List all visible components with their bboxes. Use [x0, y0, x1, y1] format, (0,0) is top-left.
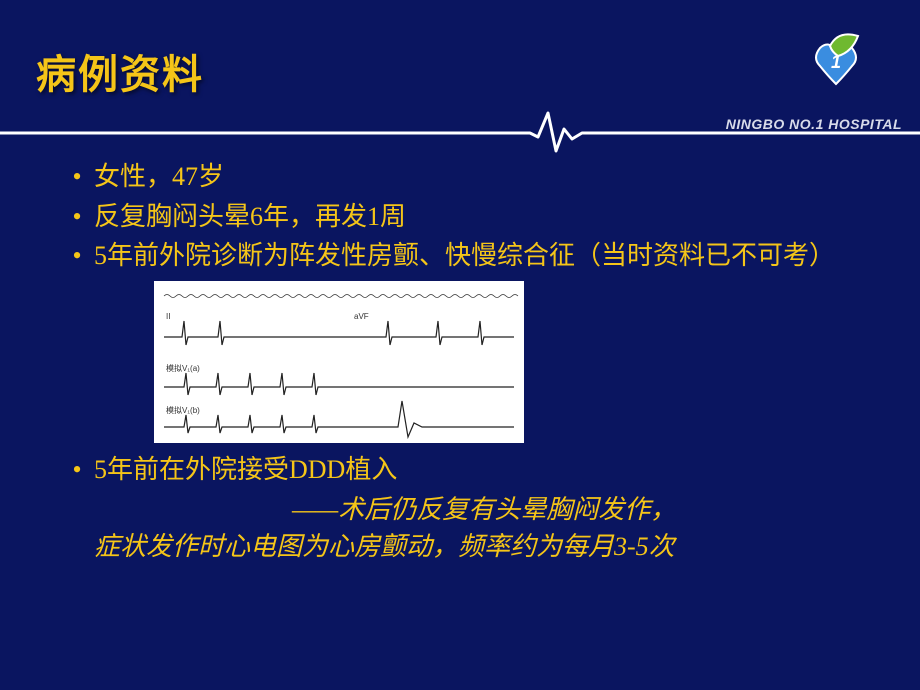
bullet-item: • 5年前在外院接受DDD植入 — [60, 451, 870, 489]
bullet-marker: • — [60, 198, 94, 236]
followup-line1: 术后仍反复有头晕胸闷发作， — [338, 495, 676, 524]
slide-title: 病例资料 — [36, 42, 204, 100]
followup-rest: 症状发作时心电图为心房颤动，频率约为每月3-5次 — [94, 532, 675, 561]
slide: 病例资料 1 NINGBO NO.1 HOSPITAL • 女性，47岁 • 反… — [0, 0, 920, 690]
bullet-item: • 反复胸闷头晕6年，再发1周 — [60, 198, 870, 236]
bullet-item: • 5年前外院诊断为阵发性房颤、快慢综合征（当时资料已不可考） — [60, 237, 870, 275]
ecg-image: II aVF 模拟V₁(a) 模拟V₁(b) — [154, 281, 524, 443]
svg-text:aVF: aVF — [354, 312, 369, 321]
bullet-item: • 女性，47岁 — [60, 158, 870, 196]
hospital-logo: 1 — [800, 26, 872, 103]
dash: —— — [292, 495, 338, 524]
svg-text:模拟V₁(a): 模拟V₁(a) — [166, 363, 200, 373]
logo-icon: 1 — [816, 34, 858, 84]
bullet-marker: • — [60, 451, 94, 489]
content-area: • 女性，47岁 • 反复胸闷头晕6年，再发1周 • 5年前外院诊断为阵发性房颤… — [60, 158, 870, 566]
bullet-text: 5年前外院诊断为阵发性房颤、快慢综合征（当时资料已不可考） — [94, 237, 870, 275]
bullet-text: 5年前在外院接受DDD植入 — [94, 451, 870, 489]
hospital-name: NINGBO NO.1 HOSPITAL — [726, 116, 902, 132]
svg-text:模拟V₁(b): 模拟V₁(b) — [166, 405, 200, 415]
bullet-text: 反复胸闷头晕6年，再发1周 — [94, 198, 870, 236]
svg-text:II: II — [166, 312, 170, 321]
divider-ecg-icon — [0, 105, 920, 165]
bullet-marker: • — [60, 237, 94, 275]
bullet-text: 女性，47岁 — [94, 158, 870, 196]
followup-text: ——术后仍反复有头晕胸闷发作， 症状发作时心电图为心房颤动，频率约为每月3-5次 — [60, 491, 870, 566]
svg-text:1: 1 — [831, 52, 841, 72]
bullet-marker: • — [60, 158, 94, 196]
